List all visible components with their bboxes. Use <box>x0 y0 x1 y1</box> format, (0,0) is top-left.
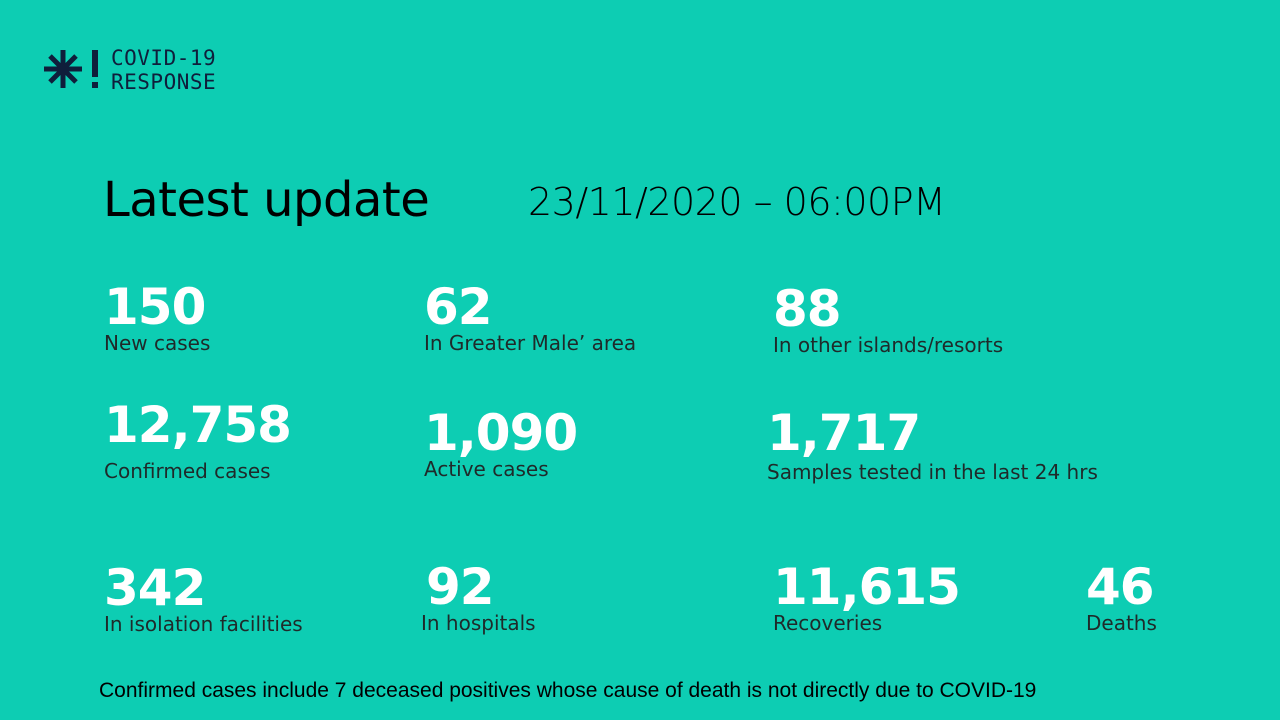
stat-active: 1,090 Active cases <box>424 404 578 481</box>
stat-value: 150 <box>104 278 206 336</box>
stat-value: 11,615 <box>773 558 961 616</box>
stat-new-cases: 150 New cases <box>104 282 210 354</box>
logo <box>42 46 104 97</box>
brand-line1: COVID-19 <box>111 46 217 70</box>
stat-isolation: 342 In isolation facilities <box>104 563 303 635</box>
update-datetime: 23/11/2020 – 06:00PM <box>528 180 946 224</box>
stat-confirmed: 12,758 Confirmed cases <box>104 396 292 483</box>
stat-value: 342 <box>104 559 206 617</box>
stat-other-islands: 88 In other islands/resorts <box>773 284 1003 356</box>
stat-recoveries: 11,615 Recoveries <box>773 558 961 635</box>
stat-value: 1,090 <box>424 404 578 462</box>
page-title: Latest update <box>103 172 430 228</box>
stat-hospitals: 92 In hospitals <box>421 562 536 634</box>
stat-value: 1,717 <box>767 404 921 462</box>
stat-label: Deaths <box>1086 611 1157 635</box>
stat-label: In hospitals <box>421 611 536 635</box>
stat-label: New cases <box>104 331 211 355</box>
stat-samples: 1,717 Samples tested in the last 24 hrs <box>767 408 1098 483</box>
footnote: Confirmed cases include 7 deceased posit… <box>99 679 1037 702</box>
stat-label: In Greater Male’ area <box>424 331 637 355</box>
stat-label: Confirmed cases <box>104 459 271 483</box>
stat-label: In isolation facilities <box>104 612 303 636</box>
covid-logo-icon <box>44 50 98 88</box>
stat-value: 12,758 <box>104 396 292 454</box>
stat-deaths: 46 Deaths <box>1086 562 1157 634</box>
stat-value: 88 <box>773 280 842 338</box>
brand-line2: RESPONSE <box>111 70 217 94</box>
stat-label: Active cases <box>424 457 549 481</box>
brand-text: COVID-19 RESPONSE <box>111 46 216 94</box>
stat-label: In other islands/resorts <box>773 333 1004 357</box>
stat-value: 46 <box>1086 558 1155 616</box>
stat-value: 62 <box>424 278 493 336</box>
stat-value: 92 <box>426 558 495 616</box>
stat-label: Samples tested in the last 24 hrs <box>767 460 1098 484</box>
stat-label: Recoveries <box>773 611 883 635</box>
stat-greater-male: 62 In Greater Male’ area <box>424 282 636 354</box>
